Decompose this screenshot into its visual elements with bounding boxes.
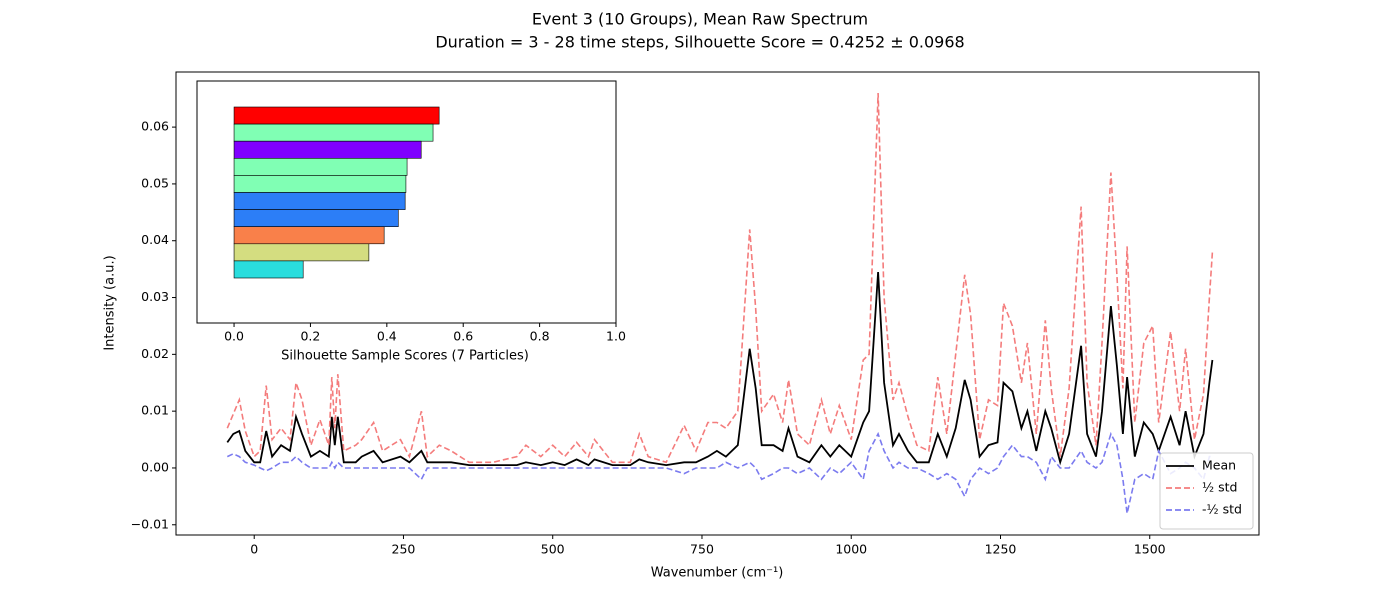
bar — [233, 226, 385, 245]
x-tick-label: 1500 — [1134, 542, 1166, 557]
y-tick-label: 0.05 — [141, 175, 169, 190]
y-tick-label: 0.03 — [141, 289, 169, 304]
bar — [233, 209, 399, 228]
x-tick-label: 500 — [541, 542, 565, 557]
inset-x-label: Silhouette Sample Scores (7 Particles) — [281, 349, 529, 364]
bar — [233, 175, 407, 193]
x-tick-label: 0.6 — [453, 329, 473, 344]
legend-label: -½ std — [1202, 502, 1242, 517]
legend-label: Mean — [1202, 458, 1236, 473]
y-tick-label: 0.04 — [141, 232, 169, 247]
bar — [233, 192, 406, 210]
x-tick-label: 0.8 — [530, 329, 550, 344]
y-tick-label: 0.02 — [141, 346, 169, 361]
x-tick-label: 0.2 — [300, 329, 320, 344]
series-line — [226, 271, 1214, 467]
y-tick-label: −0.01 — [131, 516, 169, 531]
bar — [233, 243, 370, 262]
y-tick-label: 0.01 — [141, 403, 169, 418]
x-tick-label: 1250 — [985, 542, 1017, 557]
x-tick-label: 0.4 — [377, 329, 397, 344]
y-tick-label: 0.06 — [141, 119, 169, 134]
bar — [233, 106, 440, 125]
x-tick-label: 1000 — [835, 542, 867, 557]
x-tick-label: 0.0 — [224, 329, 244, 344]
bar — [233, 140, 422, 159]
plot-frame — [175, 71, 1260, 536]
series-line — [226, 431, 1213, 514]
chart-title: Event 3 (10 Groups), Mean Raw Spectrum — [532, 10, 868, 29]
x-tick-label: 0 — [250, 542, 258, 557]
bar — [233, 158, 408, 176]
legend-box — [1159, 452, 1254, 530]
x-axis-label: Wavenumber (cm⁻¹) — [651, 566, 784, 581]
bar — [233, 260, 304, 279]
x-tick-label: 250 — [392, 542, 416, 557]
x-tick-label: 750 — [690, 542, 714, 557]
x-tick-label: 1.0 — [606, 329, 626, 344]
legend-label: ½ std — [1202, 480, 1237, 495]
chart-subtitle: Duration = 3 - 28 time steps, Silhouette… — [435, 33, 964, 52]
bar — [233, 123, 434, 142]
y-tick-label: 0.00 — [141, 459, 169, 474]
y-axis-label: Intensity (a.u.) — [103, 255, 118, 350]
